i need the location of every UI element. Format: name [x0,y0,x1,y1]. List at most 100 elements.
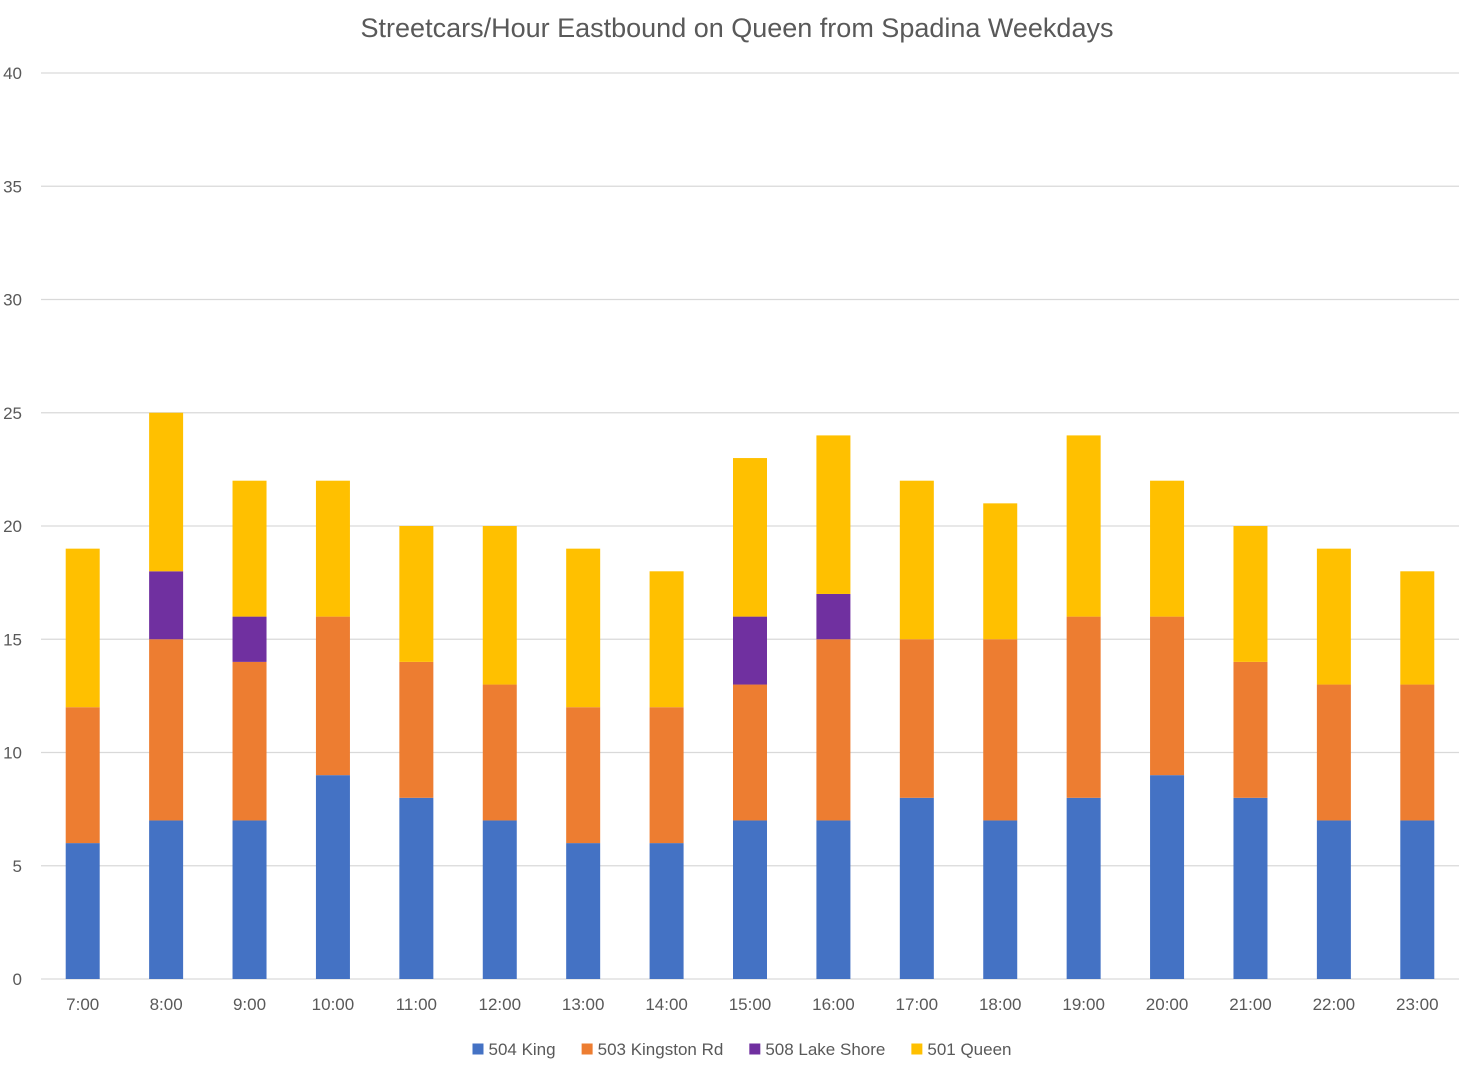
y-tick-label: 5 [13,857,22,876]
x-tick-label: 22:00 [1313,995,1356,1014]
bar-segment-501-queen-1900 [1066,435,1101,617]
bar-segment-508-lake-shore-900 [232,616,267,662]
bar-segment-503-kingston-rd-1900 [1066,616,1101,798]
legend-swatch [911,1043,923,1055]
x-tick-label: 7:00 [66,995,99,1014]
bar-segment-504-king-2200 [1316,820,1351,979]
legend-label: 501 Queen [927,1040,1011,1059]
bar-segment-501-queen-1200 [482,526,517,685]
bar-segment-503-kingston-rd-1200 [482,684,517,821]
bar-segment-508-lake-shore-1500 [733,616,767,685]
bar-segment-503-kingston-rd-2300 [1400,684,1435,821]
legend-label: 508 Lake Shore [765,1040,885,1059]
x-tick-label: 23:00 [1396,995,1439,1014]
bar-segment-501-queen-700 [65,548,100,708]
y-tick-label: 30 [3,291,22,310]
bar-segment-503-kingston-rd-2000 [1150,616,1185,776]
bar-segment-501-queen-1500 [733,458,767,617]
bar-segment-501-queen-900 [232,480,267,617]
bar-segment-508-lake-shore-800 [149,571,184,640]
x-tick-label: 13:00 [562,995,605,1014]
bar-segment-503-kingston-rd-1400 [649,707,684,844]
bar-segment-501-queen-1000 [315,480,350,617]
bar-segment-501-queen-1700 [899,480,934,640]
bar-segment-508-lake-shore-1600 [816,593,851,640]
bar-segment-504-king-1200 [482,820,517,979]
x-tick-label: 16:00 [812,995,855,1014]
bar-segment-504-king-700 [65,843,100,979]
bar-segment-501-queen-2000 [1150,480,1185,617]
bars [65,412,1435,979]
legend-item: 508 Lake Shore [749,1040,885,1059]
bar-segment-503-kingston-rd-1700 [899,639,934,798]
y-tick-label: 25 [3,404,22,423]
bar-segment-501-queen-800 [149,412,184,572]
legend-item: 501 Queen [911,1040,1012,1059]
bar-segment-503-kingston-rd-1300 [566,707,601,844]
bar-segment-504-king-1800 [983,820,1018,979]
legend-item: 503 Kingston Rd [581,1040,724,1059]
x-tick-label: 14:00 [645,995,688,1014]
bar-segment-503-kingston-rd-1500 [733,684,767,821]
legend-label: 504 King [488,1040,555,1059]
bar-segment-501-queen-1300 [566,548,601,708]
bar-segment-504-king-800 [149,820,184,979]
legend-swatch [749,1043,761,1055]
legend-item: 504 King [472,1040,556,1059]
x-tick-label: 9:00 [233,995,266,1014]
bar-segment-504-king-900 [232,820,267,979]
x-tick-label: 8:00 [150,995,183,1014]
y-tick-label: 20 [3,517,22,536]
bar-segment-503-kingston-rd-1000 [315,616,350,776]
bar-segment-504-king-1300 [566,843,601,979]
x-tick-label: 17:00 [896,995,939,1014]
bar-segment-504-king-1000 [315,775,350,979]
x-tick-label: 10:00 [312,995,355,1014]
bar-segment-504-king-2100 [1233,797,1268,979]
bar-segment-503-kingston-rd-700 [65,707,100,844]
chart-title: Streetcars/Hour Eastbound on Queen from … [361,13,1114,43]
x-tick-label: 18:00 [979,995,1022,1014]
bar-segment-501-queen-1100 [399,526,434,662]
bar-segment-504-king-1400 [649,843,684,979]
bar-segment-503-kingston-rd-2100 [1233,661,1268,798]
x-tick-label: 19:00 [1062,995,1105,1014]
bar-segment-501-queen-1800 [983,503,1018,640]
bar-segment-504-king-1700 [899,797,934,979]
y-axis-ticks: 0 5 10 15 20 25 30 35 40 [3,64,22,989]
bar-segment-503-kingston-rd-900 [232,661,267,821]
legend-label: 503 Kingston Rd [598,1040,724,1059]
y-tick-label: 35 [3,177,22,196]
y-tick-label: 15 [3,630,22,649]
bar-segment-504-king-1900 [1066,797,1101,979]
bar-segment-501-queen-1400 [649,571,684,708]
bar-segment-503-kingston-rd-1100 [399,661,434,798]
bar-segment-503-kingston-rd-1600 [816,639,851,821]
bar-segment-501-queen-2200 [1316,548,1351,685]
bar-segment-503-kingston-rd-800 [149,639,184,821]
x-tick-label: 15:00 [729,995,772,1014]
y-tick-label: 10 [3,744,22,763]
legend-swatch [472,1043,484,1055]
x-tick-label: 11:00 [396,995,437,1014]
bar-segment-501-queen-1600 [816,435,851,594]
bar-segment-504-king-2300 [1400,820,1435,979]
bar-segment-501-queen-2100 [1233,526,1268,662]
bar-segment-503-kingston-rd-1800 [983,639,1018,821]
y-tick-label: 40 [3,64,22,83]
bar-segment-504-king-1100 [399,797,434,979]
legend-swatch [581,1043,593,1055]
x-tick-label: 21:00 [1229,995,1272,1014]
x-tick-label: 20:00 [1146,995,1189,1014]
bar-segment-503-kingston-rd-2200 [1316,684,1351,821]
x-axis-ticks: 7:00 8:00 9:00 10:00 11:00 12:00 13:00 14:00 15:… [66,995,1438,1014]
y-tick-label: 0 [13,970,22,989]
bar-segment-501-queen-2300 [1400,571,1435,685]
bar-segment-504-king-2000 [1150,775,1185,979]
bar-segment-504-king-1500 [733,820,767,979]
legend: 504 King 503 Kingston Rd 508 Lake Shore 501… [472,1040,1012,1059]
x-tick-label: 12:00 [478,995,521,1014]
bar-segment-504-king-1600 [816,820,851,979]
